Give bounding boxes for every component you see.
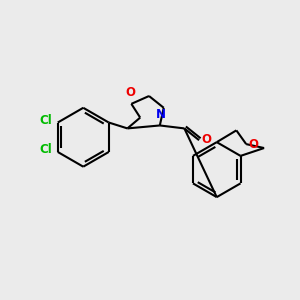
Text: O: O [125,86,135,99]
Text: Cl: Cl [39,143,52,157]
Text: O: O [248,138,258,151]
Text: Cl: Cl [39,114,52,127]
Text: N: N [156,108,166,121]
Text: O: O [201,133,211,146]
